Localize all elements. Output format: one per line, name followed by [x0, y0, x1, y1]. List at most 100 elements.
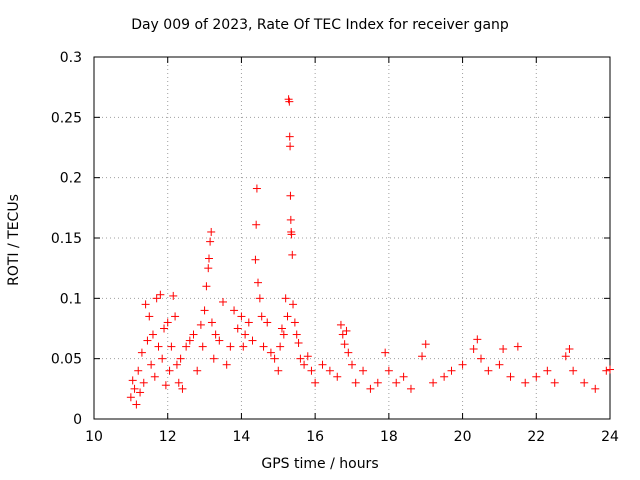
data-point: [285, 132, 294, 141]
data-point: [137, 348, 146, 357]
data-point: [289, 300, 298, 309]
data-point: [178, 384, 187, 393]
y-axis-label: ROTI / TECUs: [6, 194, 22, 286]
data-point: [429, 378, 438, 387]
data-point: [136, 388, 145, 397]
data-point: [270, 354, 279, 363]
data-point: [580, 378, 589, 387]
x-tick-label: 20: [454, 429, 472, 445]
data-point: [286, 191, 295, 200]
data-point: [130, 384, 139, 393]
data-point: [342, 326, 351, 335]
data-point: [477, 354, 485, 363]
data-point: [252, 220, 261, 229]
data-point: [359, 366, 368, 375]
data-point: [207, 227, 216, 236]
y-tick-label: 0.25: [51, 110, 82, 126]
data-point: [211, 330, 220, 339]
data-point: [281, 294, 290, 303]
data-point: [198, 342, 207, 351]
data-point: [259, 342, 268, 351]
data-point: [172, 360, 181, 369]
x-tick-label: 10: [85, 429, 103, 445]
data-point: [206, 237, 215, 246]
chart-title: Day 009 of 2023, Rate Of TEC Index for r…: [131, 17, 509, 33]
y-tick-label: 0.15: [51, 231, 82, 247]
data-point: [252, 184, 261, 193]
data-point: [351, 378, 360, 387]
data-point: [333, 372, 342, 381]
data-point: [303, 352, 312, 361]
data-point: [196, 320, 205, 329]
data-point: [296, 354, 305, 363]
data-point: [126, 393, 135, 402]
data-point: [286, 215, 295, 224]
data-point: [283, 312, 292, 321]
data-point: [406, 384, 415, 393]
y-tick-label: 0.05: [51, 352, 82, 368]
data-point: [171, 312, 180, 321]
data-point: [230, 306, 239, 315]
data-point: [336, 320, 345, 329]
data-point: [185, 336, 194, 345]
data-points: [126, 95, 614, 409]
y-tick-label: 0.3: [60, 50, 82, 66]
x-tick-label: 24: [601, 429, 619, 445]
x-tick-label: 18: [380, 429, 398, 445]
data-point: [311, 378, 320, 387]
data-point: [495, 360, 504, 369]
data-point: [254, 278, 263, 287]
data-point: [139, 378, 148, 387]
data-point: [145, 312, 154, 321]
data-point: [209, 354, 218, 363]
data-point: [276, 342, 285, 351]
x-tick-label: 22: [527, 429, 545, 445]
axes: [93, 56, 611, 420]
data-point: [287, 230, 296, 239]
data-point: [248, 336, 257, 345]
y-tick-label: 0: [73, 412, 82, 428]
data-point: [167, 342, 176, 351]
data-point: [569, 366, 578, 375]
data-point: [344, 348, 353, 357]
data-point: [469, 345, 478, 354]
y-tick-label: 0.1: [60, 291, 82, 307]
data-point: [215, 336, 224, 345]
data-point: [237, 312, 246, 321]
data-point: [338, 330, 347, 339]
data-point: [156, 290, 165, 299]
data-point: [325, 366, 334, 375]
data-point: [484, 366, 493, 375]
data-point: [182, 342, 191, 351]
data-point: [458, 360, 467, 369]
data-point: [193, 366, 202, 375]
data-point: [348, 360, 356, 369]
data-point: [521, 378, 530, 387]
data-point: [288, 250, 297, 259]
data-point: [134, 366, 143, 375]
data-point: [340, 340, 349, 349]
data-point: [440, 372, 449, 381]
data-point: [169, 291, 178, 300]
data-point: [499, 345, 508, 354]
data-point: [606, 365, 614, 374]
data-point: [294, 338, 303, 347]
data-point: [239, 342, 248, 351]
data-point: [550, 378, 559, 387]
plot-frame: [93, 56, 611, 420]
data-point: [300, 360, 309, 369]
data-point: [163, 318, 172, 327]
data-point: [591, 384, 600, 393]
data-point: [257, 312, 266, 321]
data-point: [152, 294, 161, 303]
data-point: [244, 318, 253, 327]
x-tick-label: 16: [306, 429, 324, 445]
data-point: [160, 324, 169, 333]
data-point: [473, 335, 482, 344]
data-point: [148, 330, 157, 339]
data-point: [290, 318, 299, 327]
data-point: [207, 318, 216, 327]
data-point: [226, 342, 235, 351]
data-point: [506, 372, 515, 381]
data-point: [274, 366, 283, 375]
